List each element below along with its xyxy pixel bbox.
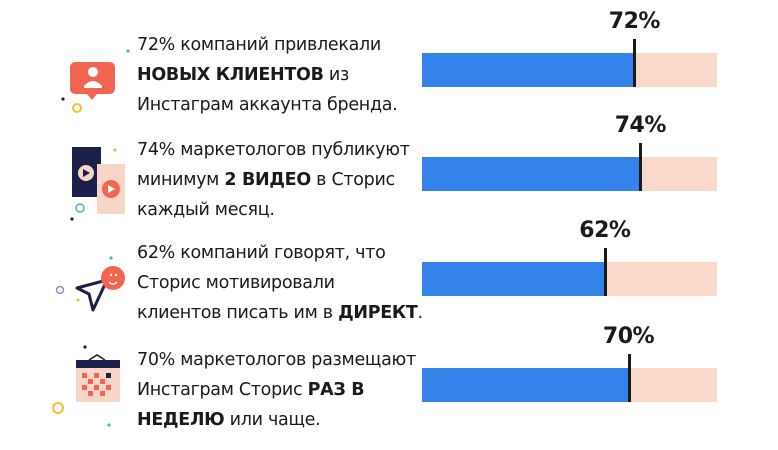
text-segment: или чаще. bbox=[224, 410, 321, 430]
bar-fill bbox=[422, 262, 605, 296]
bar-track: 62% bbox=[422, 218, 717, 296]
data-label: 70% bbox=[602, 324, 655, 349]
text-segment: 70% маркетологов размещают bbox=[137, 350, 416, 370]
bar-marker bbox=[639, 143, 643, 191]
highlight-text: 2 ВИДЕО bbox=[224, 170, 311, 190]
text-segment: Сторис мотивировали bbox=[137, 273, 335, 293]
text-segment: в Сторис bbox=[310, 170, 395, 190]
stat-description: 72% компаний привлекали НОВЫХ КЛИЕНТОВ из… bbox=[137, 30, 398, 120]
bar-marker bbox=[627, 354, 631, 402]
text-line: Инстаграм аккаунта бренда. bbox=[137, 90, 398, 120]
bar-fill bbox=[422, 157, 641, 191]
bar-fill bbox=[422, 368, 629, 402]
highlight-text: НОВЫХ КЛИЕНТОВ bbox=[137, 65, 324, 85]
text-line: НОВЫХ КЛИЕНТОВ из bbox=[137, 60, 397, 90]
text-line: минимум 2 ВИДЕО в Сторис bbox=[137, 165, 410, 195]
highlight-text: НЕДЕЛЮ bbox=[137, 410, 225, 430]
highlight-text: РАЗ В bbox=[307, 380, 365, 400]
text-segment: 72% компаний привлекали bbox=[137, 35, 381, 55]
text-line: клиентов писать им в ДИРЕКТ. bbox=[137, 298, 423, 328]
text-line: каждый месяц. bbox=[137, 195, 410, 225]
stat-row: 62% компаний говорят, что Сторис мотивиро… bbox=[0, 238, 778, 343]
direct-message-icon bbox=[45, 238, 145, 338]
highlight-text: ДИРЕКТ bbox=[338, 303, 418, 323]
text-segment: Инстаграм аккаунта бренда. bbox=[137, 95, 398, 115]
data-label: 62% bbox=[579, 218, 631, 243]
text-line: 74% маркетологов публикуют bbox=[137, 135, 410, 165]
text-segment: из bbox=[323, 65, 349, 85]
bar-marker bbox=[603, 248, 607, 296]
text-line: 62% компаний говорят, что bbox=[137, 238, 423, 268]
text-line: НЕДЕЛЮ или чаще. bbox=[137, 405, 416, 435]
data-label: 74% bbox=[614, 113, 667, 138]
stat-row: 70% маркетологов размещают Инстаграм Стор… bbox=[0, 345, 778, 450]
user-notification-icon bbox=[45, 30, 145, 130]
bar-track: 72% bbox=[422, 9, 717, 87]
text-segment: каждый месяц. bbox=[137, 200, 275, 220]
text-segment: 74% маркетологов публикуют bbox=[137, 140, 410, 160]
calendar-icon bbox=[45, 345, 145, 445]
text-line: Сторис мотивировали bbox=[137, 268, 423, 298]
data-label: 72% bbox=[608, 9, 661, 34]
text-line: 70% маркетологов размещают bbox=[137, 345, 416, 375]
bar-marker bbox=[633, 39, 637, 87]
bar-track: 70% bbox=[422, 324, 717, 402]
text-segment: Инстаграм Сторис bbox=[137, 380, 308, 400]
stat-description: 70% маркетологов размещают Инстаграм Стор… bbox=[137, 345, 416, 435]
text-segment: . bbox=[417, 303, 424, 323]
text-segment: минимум bbox=[137, 170, 225, 190]
text-line: Инстаграм Сторис РАЗ В bbox=[137, 375, 416, 405]
text-segment: 62% компаний говорят, что bbox=[137, 243, 386, 263]
stat-description: 62% компаний говорят, что Сторис мотивиро… bbox=[137, 238, 423, 328]
stat-description: 74% маркетологов публикуют минимум 2 ВИДЕ… bbox=[137, 135, 410, 225]
bar-track: 74% bbox=[422, 113, 717, 191]
text-segment: клиентов писать им в bbox=[137, 303, 339, 323]
stat-row: 74% маркетологов публикуют минимум 2 ВИДЕ… bbox=[0, 135, 778, 240]
stat-row: 72% компаний привлекали НОВЫХ КЛИЕНТОВ из… bbox=[0, 30, 778, 135]
text-line: 72% компаний привлекали bbox=[137, 30, 397, 60]
bar-fill bbox=[422, 53, 635, 87]
video-stories-icon bbox=[45, 135, 145, 235]
